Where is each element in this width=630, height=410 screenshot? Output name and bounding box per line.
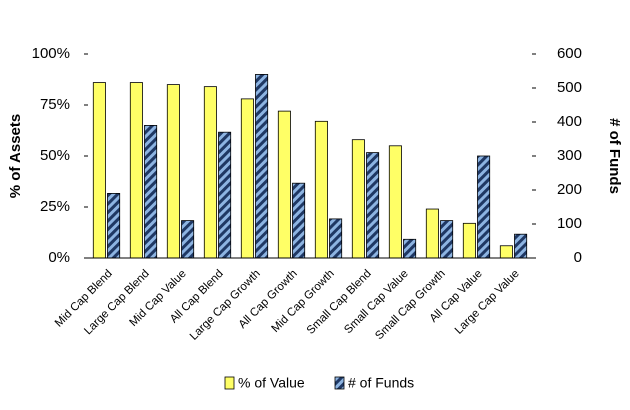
y-tick-label: 25% [40,198,70,215]
x-tick-label: Mid Cap Growth [270,268,337,335]
bar [366,152,380,259]
bar [129,82,143,259]
bar [440,220,454,259]
legend-swatch [224,376,235,390]
bar [166,84,180,259]
bar [514,233,528,259]
x-tick-label: Large Cap Value [453,268,522,337]
bar [329,218,343,259]
legend-label: % of Value [238,375,305,391]
bar [92,82,106,259]
bar [255,74,269,259]
bar [203,86,217,259]
y-tick-label: 50% [40,147,70,164]
x-tick-label: Small Cap Value [342,268,410,336]
x-tick-label: Small Cap Growth [373,268,447,342]
bar [388,145,402,259]
x-tick-label: Large Cap Blend [82,268,152,338]
y2-tick-label: 600 [557,45,582,62]
x-tick-label: Large Cap Growth [188,268,263,343]
bar [107,192,121,259]
x-tick-label: Small Cap Blend [305,268,374,337]
bar [425,208,439,259]
bar [218,131,232,259]
y2-tick-label: 200 [557,181,582,198]
y-tick-label: 0% [48,249,70,266]
y2-tick-label: 400 [557,113,582,130]
y2-tick-label: 500 [557,79,582,96]
y2-tick-label: 100 [557,215,582,232]
bar [277,110,291,259]
y-axis-title: % of Assets [7,114,24,198]
bar [144,125,158,259]
y2-tick-label: 300 [557,147,582,164]
bar [292,182,306,259]
y-tick-label: 75% [40,96,70,113]
bar [462,222,476,259]
legend-label: # of Funds [348,375,414,391]
bar [499,245,513,259]
y2-tick-label: 0 [574,249,582,266]
bar [403,238,417,259]
bar [181,220,195,259]
y2-axis-title: # of Funds [606,118,623,194]
legend-swatch [334,376,345,390]
bar [477,155,491,259]
bar [351,139,365,259]
y-tick-label: 100% [32,45,70,62]
bar [240,98,254,259]
bar [314,120,328,259]
